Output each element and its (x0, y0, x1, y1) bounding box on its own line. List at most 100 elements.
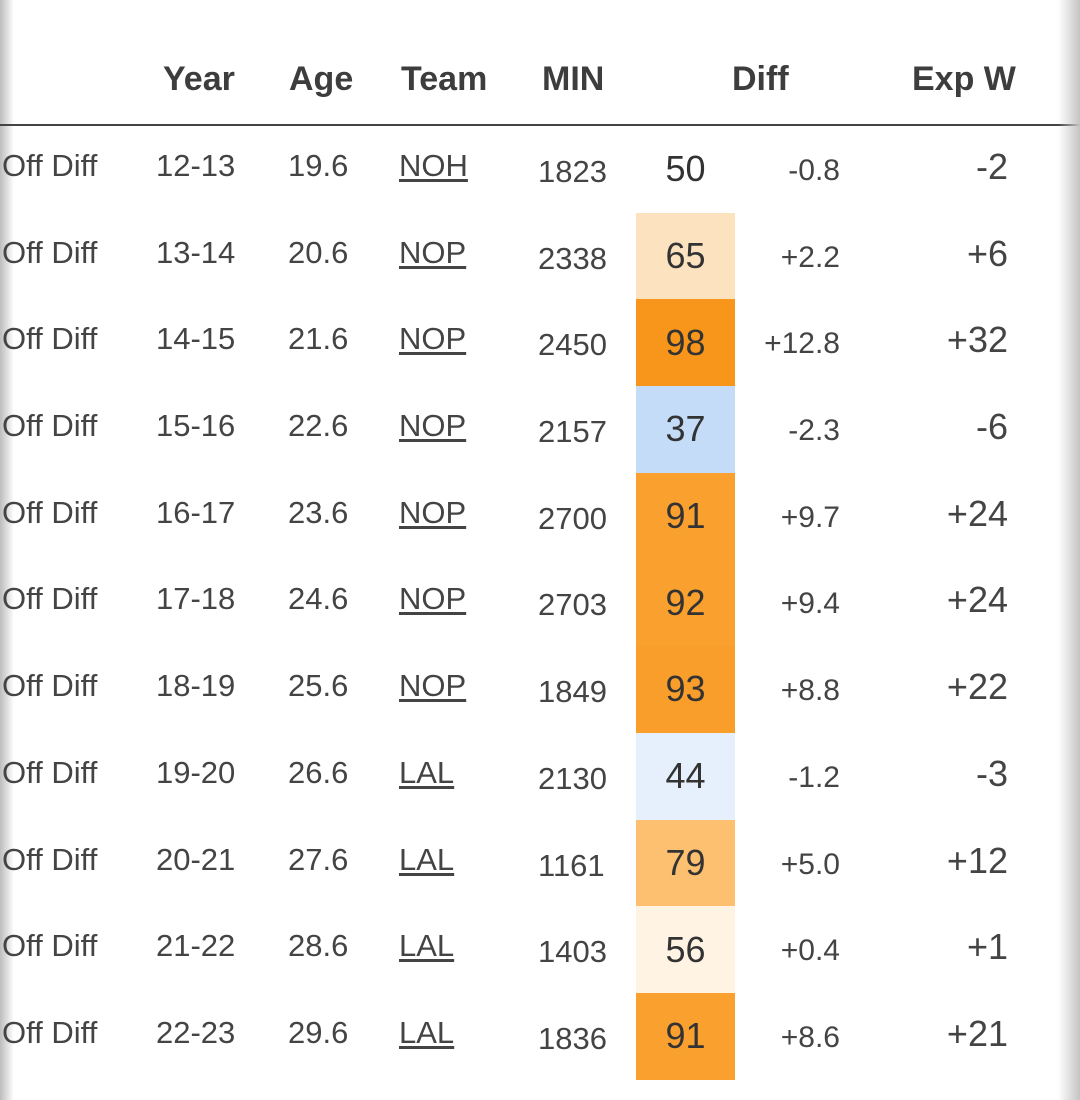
table-row: 91 Off Diff 22-23 29.6 LAL 1836 +8.6 +21 (0, 992, 1080, 1080)
age-cell: 29.6 (288, 1014, 349, 1050)
diff-cell: +8.6 (780, 1020, 840, 1054)
team-link[interactable]: NOP (399, 668, 467, 704)
table-row: 65 Off Diff 13-14 20.6 NOP 2338 +2.2 +6 (0, 212, 1080, 300)
minutes-cell: 1403 (538, 934, 607, 970)
team-link[interactable]: NOH (399, 148, 468, 183)
header-diff: Diff (732, 60, 789, 98)
minutes-cell: 1823 (538, 154, 607, 189)
diff-cell: +12.8 (764, 327, 840, 361)
minutes-cell: 1161 (538, 847, 605, 883)
age-cell: 22.6 (288, 408, 349, 444)
expected-wins-cell: +21 (946, 1012, 1008, 1054)
team-link[interactable]: NOP (399, 234, 467, 270)
diff-cell: +8.8 (780, 674, 840, 708)
table-row: 37 Off Diff 15-16 22.6 NOP 2157 -2.3 -6 (0, 386, 1080, 473)
stat-label: Off Diff (2, 668, 98, 704)
expected-wins-cell: +32 (946, 319, 1008, 361)
age-cell: 27.6 (288, 841, 349, 877)
year-cell: 19-20 (156, 754, 236, 790)
age-cell: 28.6 (288, 928, 349, 964)
stat-label: Off Diff (2, 1014, 98, 1050)
age-cell: 24.6 (288, 581, 349, 617)
diff-cell: +2.2 (780, 240, 840, 274)
header-team: Team (401, 60, 488, 98)
minutes-cell: 1849 (538, 674, 607, 710)
table-row: 79 Off Diff 20-21 27.6 LAL 1161 +5.0 +12 (0, 819, 1080, 907)
stat-label: Off Diff (2, 841, 98, 877)
team-link[interactable]: LAL (399, 1014, 455, 1050)
minutes-cell: 2157 (538, 414, 607, 450)
table-row: 50 Off Diff 12-13 19.6 NOH 1823 -0.8 -2 (0, 126, 1080, 213)
percentile-cell: 37 (636, 386, 735, 473)
expected-wins-cell: -2 (975, 146, 1008, 187)
minutes-cell: 2700 (538, 500, 607, 536)
year-cell: 16-17 (156, 494, 236, 530)
year-cell: 21-22 (156, 928, 236, 964)
diff-cell: -2.3 (788, 414, 840, 448)
year-cell: 14-15 (156, 321, 236, 357)
year-cell: 22-23 (156, 1014, 236, 1050)
expected-wins-cell: +12 (946, 839, 1008, 881)
percentile-cell: 56 (636, 906, 735, 993)
right-edge-shadow (1058, 0, 1080, 1100)
team-link[interactable]: NOP (399, 408, 467, 444)
percentile-cell: 91 (636, 992, 735, 1080)
expected-wins-cell: +24 (946, 492, 1008, 534)
table-row: 98 Off Diff 14-15 21.6 NOP 2450 +12.8 +3… (0, 299, 1080, 387)
stat-label: Off Diff (2, 321, 98, 357)
expected-wins-cell: +6 (966, 232, 1008, 274)
diff-cell: +0.4 (780, 934, 840, 968)
age-cell: 20.6 (288, 234, 349, 270)
stat-label: Off Diff (2, 581, 98, 617)
year-cell: 17-18 (156, 581, 236, 617)
team-link[interactable]: NOP (399, 494, 467, 530)
percentile-cell: 91 (636, 472, 735, 560)
diff-cell: +9.7 (780, 500, 840, 534)
team-link[interactable]: LAL (399, 841, 455, 877)
team-link[interactable]: LAL (399, 754, 455, 790)
left-edge-shadow (0, 0, 14, 1100)
diff-cell: +9.4 (780, 587, 840, 621)
stat-label: Off Diff (2, 928, 98, 964)
minutes-cell: 2703 (538, 587, 607, 623)
header-year: Year (163, 60, 235, 98)
team-link[interactable]: NOP (399, 321, 467, 357)
expected-wins-cell: +24 (946, 579, 1008, 621)
minutes-cell: 2130 (538, 760, 607, 796)
table-row: 93 Off Diff 18-19 25.6 NOP 1849 +8.8 +22 (0, 646, 1080, 733)
age-cell: 26.6 (288, 754, 349, 790)
diff-cell: +5.0 (780, 847, 840, 881)
stat-label: Off Diff (2, 234, 98, 270)
header-exp-w: Exp W (912, 60, 1016, 98)
age-cell: 25.6 (288, 668, 349, 704)
table-row: 56 Off Diff 21-22 28.6 LAL 1403 +0.4 +1 (0, 906, 1080, 993)
age-cell: 23.6 (288, 494, 349, 530)
year-cell: 15-16 (156, 408, 236, 444)
table-header: Year Age Team MIN Diff Exp W (0, 0, 1080, 126)
year-cell: 13-14 (156, 234, 236, 270)
table-row: 91 Off Diff 16-17 23.6 NOP 2700 +9.7 +24 (0, 472, 1080, 560)
percentile-cell: 93 (636, 646, 735, 733)
stat-label: Off Diff (2, 408, 98, 444)
percentile-cell: 98 (636, 299, 735, 387)
table-row: 44 Off Diff 19-20 26.6 LAL 2130 -1.2 -3 (0, 732, 1080, 820)
year-cell: 18-19 (156, 668, 236, 704)
stat-label: Off Diff (2, 754, 98, 790)
header-min: MIN (542, 60, 605, 98)
diff-cell: -1.2 (788, 760, 840, 794)
team-link[interactable]: LAL (399, 928, 455, 964)
expected-wins-cell: +22 (946, 666, 1008, 708)
stat-label: Off Diff (2, 148, 98, 183)
diff-cell: -0.8 (788, 154, 840, 187)
table-body: 50 Off Diff 12-13 19.6 NOH 1823 -0.8 -2 … (0, 126, 1080, 1080)
minutes-cell: 2338 (538, 240, 607, 276)
expected-wins-cell: -6 (975, 406, 1008, 448)
minutes-cell: 2450 (538, 327, 607, 363)
percentile-cell: 92 (636, 559, 735, 647)
percentile-cell: 44 (636, 732, 735, 820)
age-cell: 19.6 (288, 148, 349, 183)
team-link[interactable]: NOP (399, 581, 467, 617)
table-row: 92 Off Diff 17-18 24.6 NOP 2703 +9.4 +24 (0, 559, 1080, 647)
year-cell: 20-21 (156, 841, 236, 877)
expected-wins-cell: +1 (966, 926, 1008, 968)
